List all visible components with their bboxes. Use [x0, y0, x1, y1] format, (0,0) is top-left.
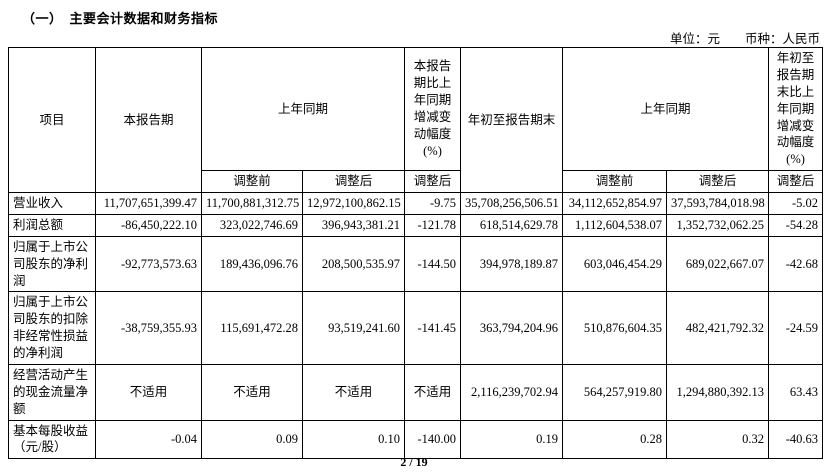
- value-cell: 35,708,256,506.51: [460, 192, 564, 215]
- value-cell: 396,943,381.21: [301, 213, 406, 237]
- header-prior-year-same-period: 上年同期: [200, 46, 406, 172]
- table-row-net-profit-attributable: 归属于上市公司股东的净利润 -92,773,573.63 189,436,096…: [8, 235, 824, 293]
- table-row-net-profit-excl-nonrecurring: 归属于上市公司股东的扣除非经常性损益的净利润 -38,759,355.93 11…: [8, 291, 824, 365]
- header-row-2: 调整前 调整后 调整后 调整前 调整后 调整后: [9, 170, 824, 193]
- value-cell: 93,519,241.60: [301, 291, 406, 365]
- value-cell: -144.50: [404, 235, 462, 293]
- value-cell: -86,450,222.10: [95, 213, 202, 237]
- value-cell: 63.43: [768, 363, 824, 421]
- subheader-after-adjustment-2: 调整后: [666, 170, 770, 193]
- value-cell: -54.28: [768, 213, 824, 237]
- value-cell: 2,116,239,702.94: [460, 363, 564, 421]
- value-cell: 34,112,652,854.97: [562, 192, 668, 215]
- value-cell: 不适用: [201, 363, 303, 421]
- subheader-change-after-adjustment-2: 调整后: [768, 170, 824, 193]
- value-cell: -121.78: [404, 213, 462, 237]
- row-label: 经营活动产生的现金流量净额: [8, 363, 96, 421]
- table-row-operating-revenue: 营业收入 11,707,651,399.47 11,700,881,312.75…: [8, 192, 824, 215]
- value-cell: 不适用: [404, 363, 462, 421]
- value-cell: 0.10: [301, 419, 406, 460]
- value-cell: 11,700,881,312.75: [201, 192, 303, 215]
- row-label: 营业收入: [8, 192, 96, 215]
- value-cell: 0.19: [460, 419, 564, 460]
- value-cell: 0.09: [201, 419, 303, 460]
- section-title: （一） 主要会计数据和财务指标: [22, 11, 219, 26]
- value-cell: 189,436,096.76: [201, 235, 303, 293]
- row-label: 归属于上市公司股东的扣除非经常性损益的净利润: [8, 291, 96, 365]
- header-row-1: 项目 本报告期 上年同期 本报告期比上年同期增减变动幅度(%) 年初至报告期末 …: [8, 46, 824, 193]
- value-cell: 1,352,732,062.25: [666, 213, 770, 237]
- value-cell: -141.45: [404, 291, 462, 365]
- financial-indicators-table: 项目 本报告期 上年同期 本报告期比上年同期增减变动幅度(%) 年初至报告期末 …: [8, 46, 824, 460]
- value-cell: -92,773,573.63: [95, 235, 202, 293]
- header-item: 项目: [8, 47, 96, 193]
- value-cell: -140.00: [404, 419, 462, 460]
- header-ytd: 年初至报告期末: [460, 47, 564, 193]
- header-prior-year-same-period-2: 上年同期: [562, 46, 770, 172]
- value-cell: 394,978,189.87: [460, 235, 564, 293]
- value-cell: 363,794,204.96: [460, 291, 564, 365]
- value-cell: 不适用: [301, 363, 406, 421]
- value-cell: 618,514,629.78: [460, 213, 564, 237]
- value-cell: -9.75: [404, 192, 462, 215]
- header-ytd-change-pct: 年初至报告期末比上年同期增减变动幅度(%): [768, 46, 824, 172]
- value-cell: 208,500,535.97: [301, 235, 406, 293]
- subheader-change-after-adjustment: 调整后: [404, 170, 462, 193]
- table-row-basic-eps: 基本每股收益（元/股） -0.04 0.09 0.10 -140.00 0.19…: [8, 419, 824, 460]
- subheader-before-adjustment-2: 调整前: [562, 170, 668, 193]
- value-cell: -24.59: [768, 291, 824, 365]
- value-cell: 1,294,880,392.13: [666, 363, 770, 421]
- value-cell: 0.32: [666, 419, 770, 460]
- row-label: 利润总额: [8, 213, 96, 237]
- value-cell: 603,046,454.29: [562, 235, 668, 293]
- value-cell: 1,112,604,538.07: [562, 213, 668, 237]
- value-cell: 323,022,746.69: [201, 213, 303, 237]
- value-cell: -42.68: [768, 235, 824, 293]
- row-label: 归属于上市公司股东的净利润: [8, 235, 96, 293]
- value-cell: -5.02: [768, 192, 824, 215]
- subheader-before-adjustment: 调整前: [201, 170, 303, 193]
- table-row-operating-cash-flow: 经营活动产生的现金流量净额 不适用 不适用 不适用 不适用 2,116,239,…: [8, 363, 824, 421]
- value-cell: 564,257,919.80: [562, 363, 668, 421]
- header-current-period: 本报告期: [95, 47, 202, 193]
- value-cell: 689,022,667.07: [666, 235, 770, 293]
- value-cell: -38,759,355.93: [95, 291, 202, 365]
- value-cell: 482,421,792.32: [666, 291, 770, 365]
- value-cell: 115,691,472.28: [201, 291, 303, 365]
- value-cell: 12,972,100,862.15: [301, 192, 406, 215]
- value-cell: 510,876,604.35: [562, 291, 668, 365]
- value-cell: 37,593,784,018.98: [666, 192, 770, 215]
- header-period-change-pct: 本报告期比上年同期增减变动幅度(%): [404, 46, 462, 172]
- value-cell: -40.63: [768, 419, 824, 460]
- row-label: 基本每股收益（元/股）: [8, 419, 96, 460]
- subheader-after-adjustment: 调整后: [301, 170, 406, 193]
- value-cell: -0.04: [95, 419, 202, 460]
- unit-currency-note: 单位：元 币种：人民币: [669, 32, 820, 46]
- value-cell: 11,707,651,399.47: [95, 192, 202, 215]
- value-cell: 0.28: [562, 419, 668, 460]
- page-number: 2 / 19: [400, 455, 428, 469]
- value-cell: 不适用: [95, 363, 202, 421]
- table-row-total-profit: 利润总额 -86,450,222.10 323,022,746.69 396,9…: [8, 213, 824, 237]
